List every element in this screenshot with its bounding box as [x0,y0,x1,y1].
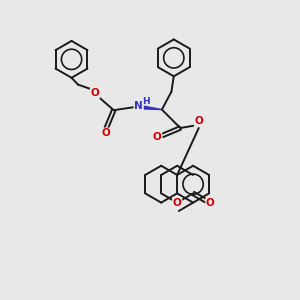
Text: O: O [102,128,111,138]
Text: H: H [142,98,149,106]
Text: O: O [206,198,215,208]
Text: O: O [173,198,182,208]
Text: O: O [153,132,161,142]
Text: N: N [134,101,143,111]
Text: O: O [91,88,99,98]
Text: O: O [195,116,203,126]
Polygon shape [140,106,162,110]
